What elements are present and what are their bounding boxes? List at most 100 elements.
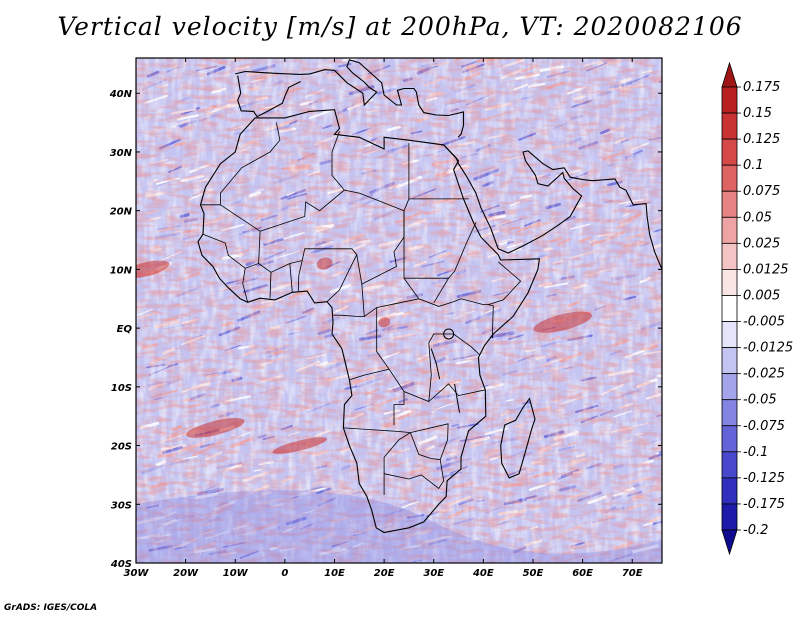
- country-border: [433, 277, 449, 304]
- ascent-patch: [186, 418, 245, 438]
- country-border: [297, 260, 303, 292]
- y-tick-label: 20N: [110, 207, 133, 218]
- y-tick-label: 20S: [111, 442, 132, 453]
- colorbar-segment: [721, 269, 738, 296]
- colorbar-segment: [721, 347, 738, 375]
- country-border: [269, 272, 272, 299]
- colorbar-label: -0.05: [743, 393, 777, 408]
- country-border: [403, 210, 494, 339]
- country-border: [326, 254, 358, 302]
- country-border: [349, 368, 390, 381]
- colorbar-label: -0.125: [743, 471, 785, 486]
- ascent-patch: [316, 257, 333, 270]
- country-border: [289, 263, 293, 293]
- grads-credit: GrADS: IGES/COLA: [4, 603, 98, 613]
- y-tick-label: 10S: [111, 383, 132, 394]
- map-frame: [135, 57, 663, 564]
- colorbar-bottom-arrow: [721, 529, 738, 556]
- colorbar-label: 0.15: [743, 106, 772, 121]
- lake-malawi: [454, 383, 461, 413]
- y-tick-label: 40S: [110, 559, 132, 570]
- colorbar-label: 0.0125: [743, 262, 789, 277]
- colorbar-segment: [721, 190, 738, 218]
- y-tick-label: 30S: [111, 500, 132, 511]
- country-border: [428, 383, 486, 402]
- colorbar-segment: [721, 503, 738, 531]
- field-streak: [660, 190, 662, 193]
- colorbar-label: 0.075: [743, 184, 780, 199]
- colorbar-segment: [721, 399, 738, 427]
- country-border: [404, 222, 477, 279]
- colorbar-segment: [721, 216, 738, 244]
- colorbar-segment: [721, 164, 738, 192]
- colorbar-top-arrow: [721, 61, 738, 88]
- colorbar-label: -0.005: [743, 315, 785, 330]
- descent-band: [136, 490, 662, 563]
- x-tick-label: 20E: [374, 568, 395, 579]
- y-tick-label: 30N: [110, 148, 133, 159]
- lake-tanganyika: [430, 348, 441, 380]
- colorbar-label: 0.005: [743, 288, 780, 303]
- x-axis: 30W 20W 10W 0 10E 20E 30E 40E 50E 60E 70E: [124, 58, 643, 579]
- colorbar-label: -0.075: [743, 419, 785, 434]
- x-tick-label: 10E: [324, 568, 345, 579]
- chart-title: Vertical velocity [m/s] at 200hPa, VT: 2…: [57, 12, 743, 41]
- x-tick-label: 70E: [622, 568, 643, 579]
- country-border: [433, 333, 481, 356]
- colorbar-label: 0.125: [743, 132, 780, 147]
- country-border: [488, 261, 522, 305]
- x-tick-label: 0: [281, 568, 288, 579]
- ascent-patch: [136, 260, 170, 279]
- velocity-field: [136, 58, 662, 563]
- colorbar-label: 0.025: [743, 236, 780, 251]
- y-axis: 40S 30S 20S 10S EQ 10N 20N 30N 40N: [109, 89, 662, 570]
- madagascar-coastline: [500, 397, 536, 479]
- colorbar-segment: [721, 373, 738, 401]
- x-tick-label: 30E: [423, 568, 444, 579]
- country-border: [393, 391, 405, 425]
- ascent-patch: [378, 317, 391, 328]
- colorbar-label: 0.1: [743, 158, 764, 173]
- x-tick-label: 10W: [223, 568, 249, 579]
- ascent-patch: [272, 437, 327, 454]
- x-tick-label: 30W: [124, 568, 150, 579]
- country-border: [376, 298, 419, 308]
- country-border: [333, 284, 365, 317]
- colorbar-label: -0.175: [743, 497, 785, 512]
- iberia-coastline: [237, 75, 301, 118]
- field-streak: [660, 304, 662, 307]
- ascent-patch: [533, 311, 592, 333]
- colorbar-label: -0.025: [743, 367, 785, 382]
- colorbar-segment: [721, 477, 738, 505]
- europe-coastline: [235, 59, 465, 138]
- colorbar-segment: [721, 242, 738, 270]
- colorbar-segment: [721, 86, 738, 114]
- x-tick-label: 20W: [173, 568, 199, 579]
- country-border: [384, 459, 445, 489]
- x-tick-label: 40E: [472, 568, 494, 579]
- colorbar-segment: [721, 451, 738, 479]
- country-border: [258, 210, 405, 285]
- colorbar-label: -0.2: [743, 523, 768, 538]
- y-tick-label: EQ: [117, 324, 133, 335]
- colorbar-segment: [721, 321, 738, 348]
- country-boundaries: [197, 59, 662, 534]
- x-tick-label: 60E: [572, 568, 593, 579]
- colorbar-label: -0.1: [743, 445, 768, 460]
- country-border: [242, 268, 249, 303]
- colorbar-label: -0.0125: [743, 341, 793, 356]
- colorbar-segment: [721, 138, 738, 166]
- colorbar: 0.175 0.15 0.125 0.1 0.075 0.05 0.025 0.0125 0.0…: [721, 61, 793, 556]
- field-texture-red: [136, 58, 662, 563]
- colorbar-label: 0.05: [743, 210, 772, 225]
- y-tick-label: 10N: [110, 265, 133, 276]
- x-tick-label: 50E: [523, 568, 544, 579]
- arabia-coastline: [443, 144, 662, 270]
- colorbar-segment: [721, 295, 738, 322]
- colorbar-segment: [721, 425, 738, 453]
- country-border: [259, 131, 345, 232]
- y-tick-label: 40N: [109, 89, 133, 100]
- colorbar-segment: [721, 112, 738, 140]
- colorbar-label: 0.175: [743, 80, 780, 95]
